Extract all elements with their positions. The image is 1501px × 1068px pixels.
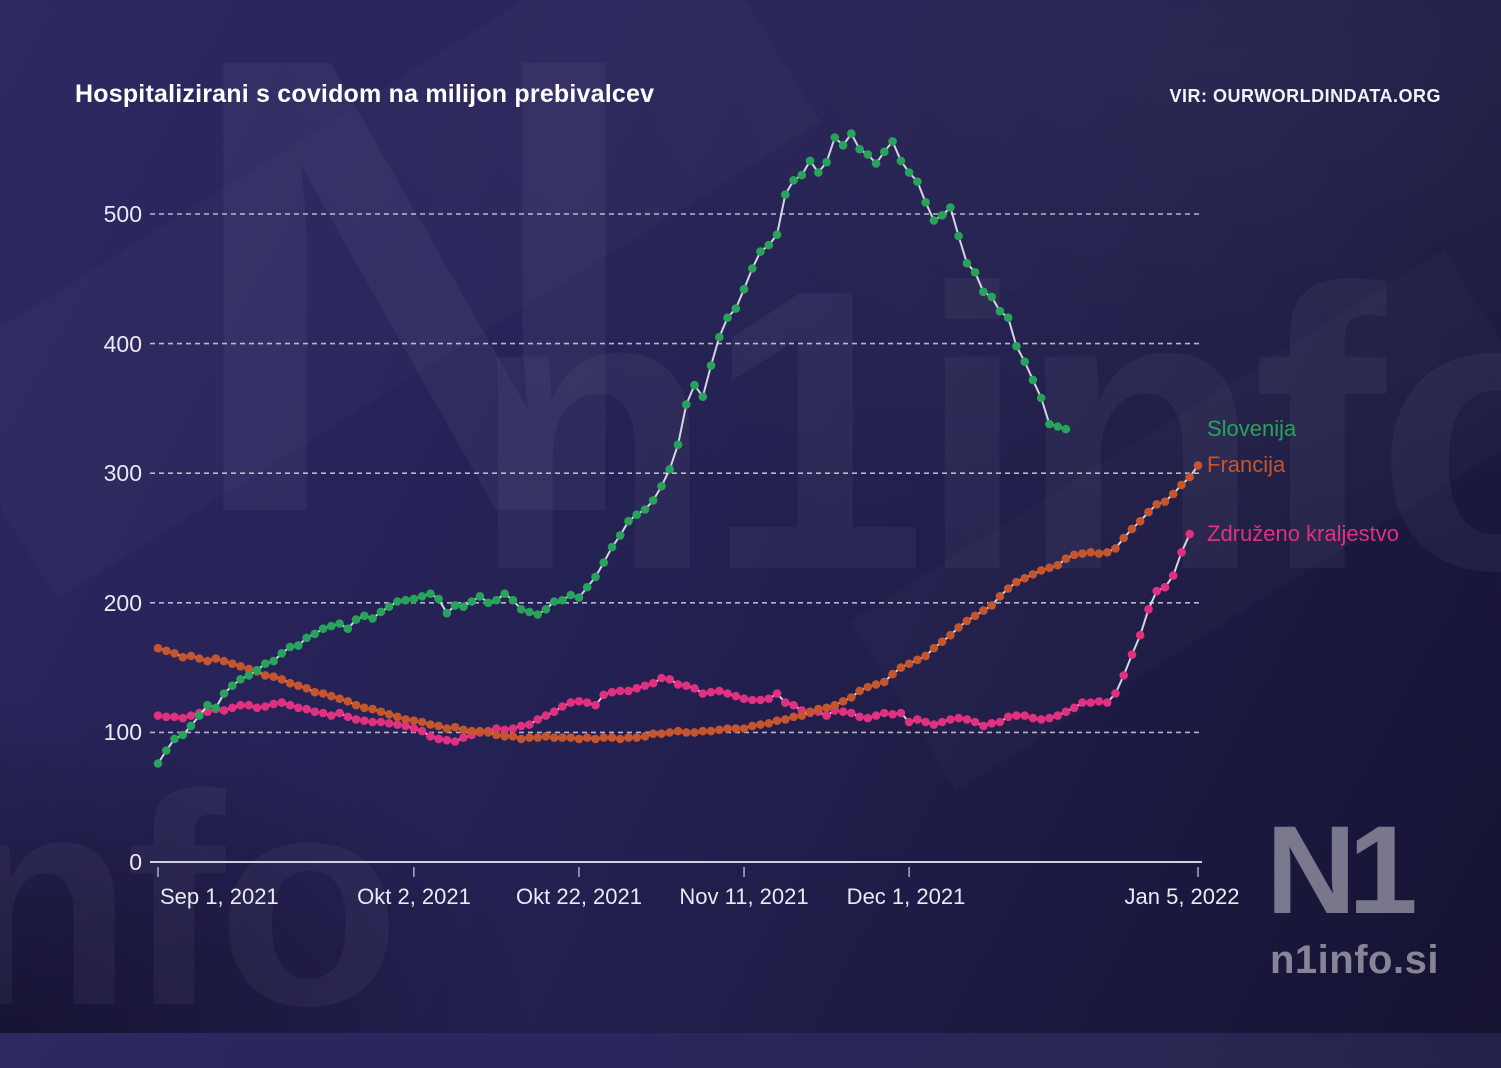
y-axis-label-400: 400 xyxy=(103,331,142,357)
x-axis-label-jan5: Jan 5, 2022 xyxy=(1124,884,1240,909)
x-axis-label-nov11: Nov 11, 2021 xyxy=(679,884,809,909)
n1info-site-label: n1info.si xyxy=(1270,938,1439,982)
x-axis-label-sep1: Sep 1, 2021 xyxy=(160,884,279,909)
chart-title: Hospitalizirani s covidom na milijon pre… xyxy=(75,80,655,108)
x-axis-label-dec1: Dec 1, 2021 xyxy=(846,884,966,909)
x-axis-label-okt22: Okt 22, 2021 xyxy=(516,884,642,909)
y-axis-label-500: 500 xyxy=(103,201,142,227)
legend-slovenija: Slovenija xyxy=(1207,416,1297,441)
y-axis-label-300: 300 xyxy=(103,460,142,486)
y-axis-label-200: 200 xyxy=(103,590,142,616)
y-axis-label-0: 0 xyxy=(129,849,142,875)
source-attribution: VIR: OURWORLDINDATA.ORG xyxy=(1169,86,1441,106)
line-chart xyxy=(150,129,1203,877)
legend-zdruzeno-kraljestvo: Združeno kraljestvo xyxy=(1207,521,1399,546)
y-axis-label-100: 100 xyxy=(103,719,142,745)
x-axis-label-okt2: Okt 2, 2021 xyxy=(357,884,471,909)
n1-logo: N1 xyxy=(1266,801,1418,940)
legend-francija: Francija xyxy=(1207,452,1286,477)
